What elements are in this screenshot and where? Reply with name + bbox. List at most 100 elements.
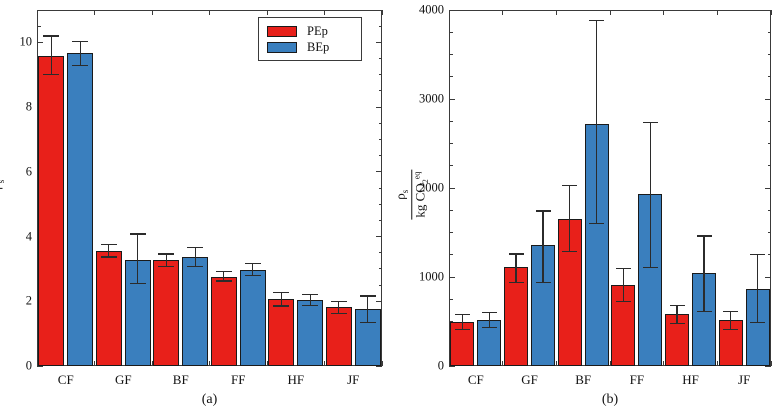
y-axis-major-tick [449, 98, 455, 100]
y-axis-minor-tick [767, 76, 771, 78]
y-axis-minor-tick [767, 31, 771, 33]
legend-entry-pep: PEp [267, 23, 351, 39]
error-bar-cap-upper [330, 300, 347, 302]
y-axis-major-tick [765, 9, 771, 11]
error-bar-pep-jf [338, 301, 340, 314]
error-bar-cap-lower [642, 267, 658, 269]
x-axis-top-tick [770, 10, 772, 15]
bar-bep-jf [745, 288, 770, 366]
y-axis-minor-tick [378, 155, 382, 157]
error-bar-cap-lower [43, 73, 60, 76]
error-bar-pep-ff [223, 271, 225, 281]
x-axis-tick [502, 361, 504, 366]
error-bar-cap-lower [696, 311, 712, 313]
x-axis-top-tick [381, 10, 383, 15]
legend-swatch-bep-icon [267, 41, 297, 53]
y-axis-minor-tick [767, 120, 771, 122]
error-bar-bep-bf [596, 20, 598, 224]
y-axis-major-tick [765, 276, 771, 278]
error-bar-cap-lower [244, 275, 261, 277]
y-axis-tick-label: 10 [19, 34, 33, 49]
y-axis-label-a-rho: ρ [0, 183, 3, 190]
y-axis-minor-tick [378, 268, 382, 270]
error-bar-cap-upper [129, 233, 146, 235]
error-bar-bep-jf [367, 296, 369, 323]
y-axis-minor-tick [37, 9, 41, 11]
y-axis-major-tick [376, 300, 382, 302]
error-bar-cap-lower [215, 280, 232, 282]
bar-bep-gf [124, 259, 151, 366]
y-axis-major-tick [376, 365, 382, 367]
y-axis-tick-label: 2000 [419, 180, 444, 195]
legend-swatch-pep-icon [267, 25, 297, 37]
error-bar-cap-upper [696, 235, 712, 237]
error-bar-bep-cf [79, 41, 81, 66]
error-bar-pep-hf [280, 292, 282, 307]
error-bar-cap-lower [158, 265, 175, 267]
error-bar-cap-upper [535, 210, 551, 212]
x-axis-top-tick [663, 10, 665, 15]
y-axis-minor-tick [37, 25, 41, 27]
x-axis-tick [663, 361, 665, 366]
y-axis-major-tick [37, 41, 43, 43]
y-axis-tick-label: 3000 [419, 91, 444, 106]
x-axis-tick-label-hf: HF [682, 372, 699, 387]
error-bar-bep-hf [309, 294, 311, 306]
y-axis-minor-tick [449, 54, 453, 55]
error-bar-cap-lower [302, 305, 319, 307]
bar-pep-cf [38, 55, 65, 366]
y-axis-minor-tick [378, 90, 382, 92]
error-bar-cap-lower [187, 265, 204, 267]
error-bar-cap-lower [454, 328, 470, 331]
x-axis-tick-label-jf: JF [738, 372, 751, 387]
y-axis-minor-tick [767, 209, 771, 211]
error-bar-cap-lower [723, 328, 739, 331]
error-bar-cap-upper [750, 254, 766, 256]
y-axis-minor-tick [767, 165, 771, 167]
plot-area-a [37, 10, 382, 366]
error-bar-cap-upper [723, 310, 739, 312]
error-bar-cap-upper [481, 311, 497, 314]
y-axis-minor-tick [449, 120, 453, 122]
y-axis-minor-tick [449, 298, 453, 300]
y-axis-minor-tick [767, 232, 771, 233]
y-axis-minor-tick [449, 165, 453, 167]
error-bar-cap-lower [562, 250, 578, 252]
x-axis-tick-label-bf: BF [575, 372, 592, 387]
error-bar-cap-lower [508, 282, 524, 284]
error-bar-cap-upper [642, 121, 658, 124]
legend: PEp BEp [258, 17, 362, 61]
error-bar-cap-upper [508, 253, 524, 255]
error-bar-pep-ff [622, 268, 624, 302]
x-axis-tick [324, 361, 325, 366]
error-bar-bep-ff [649, 122, 651, 268]
legend-label-bep: BEp [307, 39, 330, 54]
x-axis-tick [449, 361, 450, 366]
bar-pep-bf [153, 259, 180, 366]
y-axis-minor-tick [378, 25, 382, 27]
y-axis-minor-tick [378, 58, 382, 60]
y-axis-tick-label: 8 [25, 99, 32, 114]
y-axis-label-a-sub: s [0, 180, 6, 184]
bar-pep-hf [665, 314, 689, 366]
error-bar-cap-upper [187, 246, 204, 249]
y-axis-major-tick [765, 98, 771, 100]
y-axis-major-tick [376, 41, 382, 43]
error-bar-cap-upper [215, 271, 232, 273]
error-bar-bep-gf [137, 233, 139, 284]
x-axis-tick-label-bf: BF [172, 372, 189, 387]
bar-bep-hf [297, 300, 324, 366]
y-axis-major-tick [765, 187, 771, 189]
error-bar-pep-hf [676, 305, 678, 324]
y-axis-major-tick [449, 9, 455, 11]
bar-pep-hf [268, 299, 295, 366]
error-bar-cap-lower [750, 321, 766, 324]
error-bar-cap-upper [158, 253, 175, 255]
x-axis-tick-label-jf: JF [347, 372, 360, 387]
x-axis-tick [94, 361, 95, 366]
error-bar-cap-upper [615, 268, 631, 270]
error-bar-cap-lower [273, 305, 290, 307]
bar-bep-ff [239, 269, 266, 366]
y-axis-minor-tick [378, 122, 382, 124]
